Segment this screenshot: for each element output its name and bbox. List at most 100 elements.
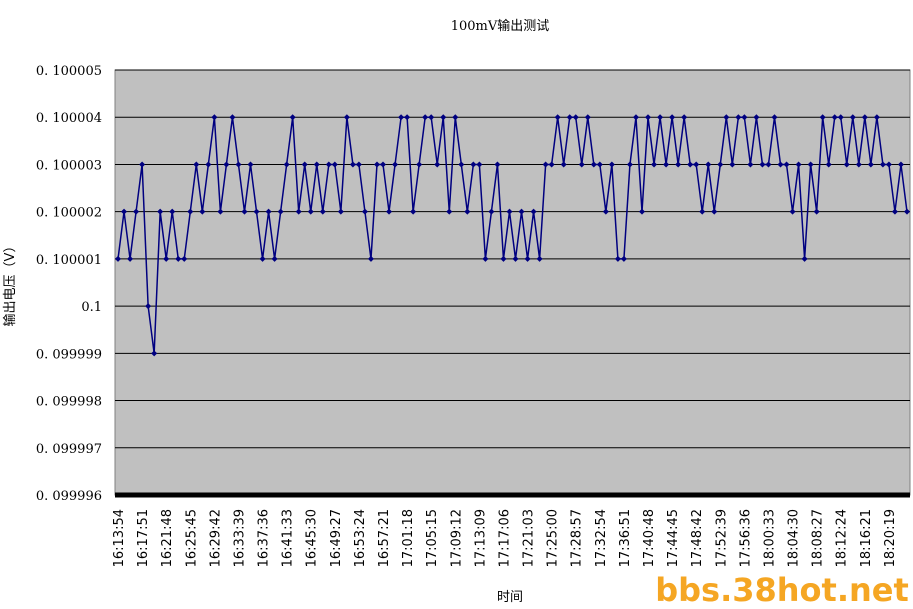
data-point <box>337 208 344 215</box>
data-point <box>367 255 374 262</box>
data-point <box>265 208 272 215</box>
x-tick-label: 18:12:24 <box>835 509 850 567</box>
data-point <box>422 114 429 121</box>
data-point <box>181 255 188 262</box>
data-point <box>536 255 543 262</box>
data-point <box>488 208 495 215</box>
data-point <box>398 114 405 121</box>
data-point <box>386 208 393 215</box>
data-point <box>229 114 236 121</box>
data-point <box>169 208 176 215</box>
data-point <box>241 208 248 215</box>
data-point <box>741 114 748 121</box>
y-axis-title: 输出电压（V） <box>2 240 18 327</box>
data-point <box>416 161 423 168</box>
data-point <box>187 208 194 215</box>
data-point <box>157 208 164 215</box>
data-point <box>849 114 856 121</box>
data-point <box>247 161 254 168</box>
data-point <box>819 114 826 121</box>
data-point <box>440 114 447 121</box>
data-point <box>331 161 338 168</box>
data-point <box>855 161 862 168</box>
data-point <box>693 161 700 168</box>
y-tick-label: 0. 099997 <box>36 442 102 457</box>
x-tick-label: 18:08:27 <box>811 509 826 567</box>
data-point <box>626 161 633 168</box>
data-point <box>494 161 501 168</box>
data-point <box>608 161 615 168</box>
data-point <box>259 255 266 262</box>
data-point <box>614 255 621 262</box>
data-point <box>193 161 200 168</box>
x-tick-label: 17:21:03 <box>522 509 537 567</box>
data-point <box>115 255 122 262</box>
data-point <box>428 114 435 121</box>
x-tick-label: 16:37:36 <box>257 509 272 567</box>
data-point <box>753 114 760 121</box>
data-point <box>464 208 471 215</box>
data-point <box>482 255 489 262</box>
data-point <box>765 161 772 168</box>
data-point <box>199 208 206 215</box>
data-point <box>446 208 453 215</box>
x-tick-label: 18:04:30 <box>787 509 802 567</box>
data-point <box>277 208 284 215</box>
data-point <box>789 208 796 215</box>
data-point <box>861 114 868 121</box>
data-point <box>223 161 230 168</box>
data-point <box>699 208 706 215</box>
data-point <box>512 255 519 262</box>
data-point <box>121 208 128 215</box>
series-line <box>117 116 908 354</box>
x-tick-label: 17:17:06 <box>497 509 512 567</box>
data-point <box>897 161 904 168</box>
x-tick-label: 16:41:33 <box>281 509 296 567</box>
data-point <box>235 161 242 168</box>
data-point <box>747 161 754 168</box>
data-point <box>879 161 886 168</box>
data-point <box>452 114 459 121</box>
data-point <box>663 161 670 168</box>
data-point <box>410 208 417 215</box>
data-point <box>867 161 874 168</box>
data-point <box>392 161 399 168</box>
y-tick-label: 0. 100003 <box>36 158 102 173</box>
data-point <box>807 161 814 168</box>
data-point <box>602 208 609 215</box>
x-tick-label: 16:33:39 <box>232 509 247 567</box>
x-tick-label: 17:01:18 <box>401 509 416 567</box>
data-point <box>638 208 645 215</box>
data-point <box>675 161 682 168</box>
y-tick-label: 0.1 <box>81 300 102 315</box>
data-point <box>572 114 579 121</box>
data-point <box>253 208 260 215</box>
x-tick-label: 16:13:54 <box>112 509 127 567</box>
data-point <box>325 161 332 168</box>
data-point <box>542 161 549 168</box>
data-point <box>380 161 387 168</box>
watermark: bbs.38hot.net <box>655 571 909 609</box>
data-point <box>596 161 603 168</box>
x-tick-label: 16:17:51 <box>136 509 151 567</box>
data-point <box>813 208 820 215</box>
x-tick-label: 17:52:39 <box>714 509 729 567</box>
data-point <box>500 255 507 262</box>
data-point <box>681 114 688 121</box>
x-tick-label: 17:48:42 <box>690 509 705 567</box>
x-tick-label: 16:57:21 <box>377 509 392 567</box>
x-tick-label: 17:56:36 <box>738 509 753 567</box>
data-point <box>271 255 278 262</box>
data-point <box>319 208 326 215</box>
x-tick-label: 18:00:33 <box>762 509 777 567</box>
data-point <box>903 208 910 215</box>
data-point <box>343 114 350 121</box>
data-point <box>885 161 892 168</box>
data-point <box>301 161 308 168</box>
data-point <box>651 161 658 168</box>
x-tick-label: 18:20:19 <box>883 509 898 567</box>
data-point <box>349 161 356 168</box>
data-point <box>518 208 525 215</box>
x-tick-label: 16:29:42 <box>208 509 223 567</box>
